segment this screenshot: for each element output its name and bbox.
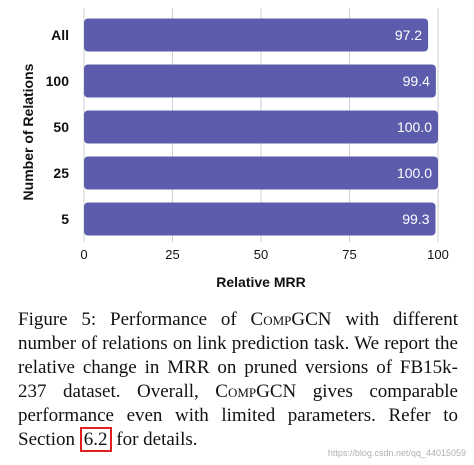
bar [84,64,436,98]
y-axis-title: Number of Relations [20,63,36,200]
x-tick-label: 25 [165,247,179,262]
bar-value-label: 100.0 [397,119,432,135]
y-category-label: 5 [61,211,69,227]
caption-model-name-2: CompGCN [215,381,297,402]
x-axis-title: Relative MRR [216,274,305,290]
watermark: https://blog.csdn.net/qq_44015059 [327,448,466,458]
bar-value-label: 99.3 [402,211,429,227]
x-axis-ticks: 0 25 50 75 100 [80,247,448,262]
x-tick-label: 100 [427,247,449,262]
x-tick-label: 50 [254,247,268,262]
caption-part-1: Figure 5: Performance of [18,309,251,330]
bar [84,202,436,236]
bar-chart: 97.2 99.4 100.0 100.0 99.3 0 25 50 75 100 All 100… [20,8,449,290]
x-tick-label: 75 [342,247,356,262]
figure-caption: Figure 5: Performance of CompGCN with di… [18,308,458,452]
y-category-label: 100 [46,73,70,89]
bar [84,110,438,144]
caption-part-2: with different number of relations on li… [18,309,458,402]
caption-part-4: for details. [111,429,198,450]
bar-value-label: 97.2 [395,27,422,43]
x-tick-label: 0 [80,247,87,262]
bars: 97.2 99.4 100.0 100.0 99.3 [84,18,438,236]
y-axis-category-labels: All 100 50 25 5 [46,27,70,227]
bar [84,156,438,190]
bar-value-label: 100.0 [397,165,432,181]
caption-model-name-1: CompGCN [250,309,332,330]
bar-value-label: 99.4 [403,73,430,89]
bar [84,18,429,52]
y-category-label: 50 [53,119,69,135]
caption-part-3: gives comparable performance even with l… [18,381,458,450]
y-category-label: All [51,27,69,43]
section-reference-link[interactable]: 6.2 [79,427,112,452]
y-category-label: 25 [53,165,69,181]
